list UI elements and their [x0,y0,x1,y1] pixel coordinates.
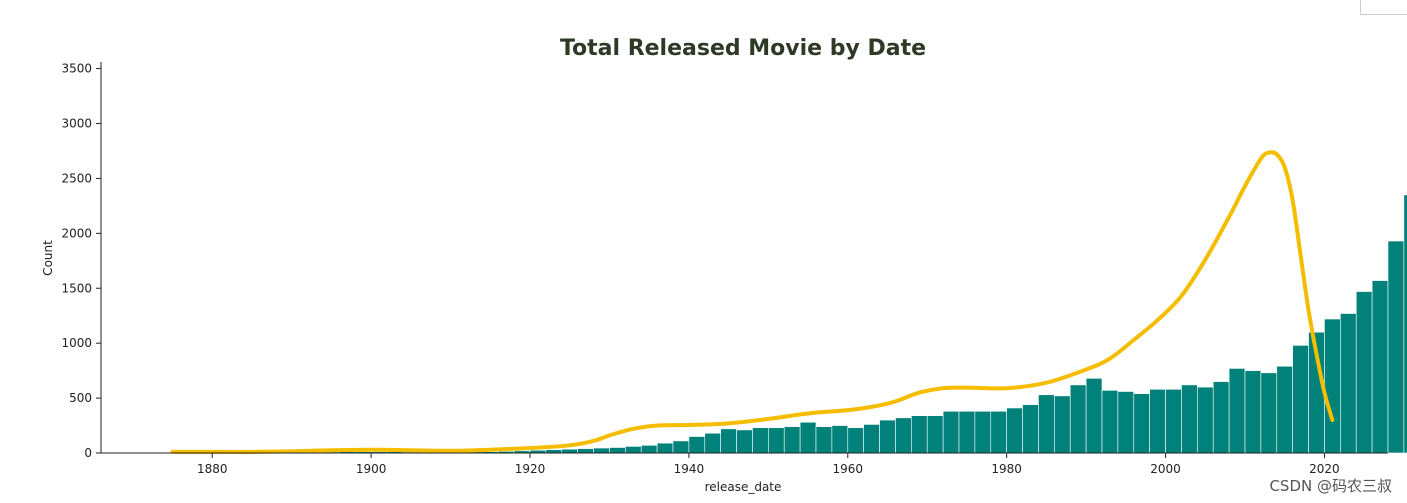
corner-frame [1360,0,1407,15]
histogram-bar [1260,372,1278,454]
histogram-bar [1197,386,1214,454]
histogram-bar [831,425,849,454]
histogram-bar [799,421,817,454]
histogram-bar [1371,280,1389,454]
histogram-bar [1403,194,1407,454]
histogram-bar [1117,391,1135,454]
histogram-bar [625,446,642,454]
x-tick-label: 1940 [674,462,705,476]
histogram-bar [561,448,578,454]
histogram-bar [990,410,1007,454]
histogram-bar [974,410,992,454]
histogram-bar [1133,393,1150,454]
histogram-bar [1069,384,1087,454]
histogram-bar [640,445,658,454]
x-ticks-group: 1880 1900 1920 1940 1960 1980 2000 2020 [197,453,1340,476]
y-tick-label: 0 [84,446,92,460]
histogram-bar [1022,404,1039,454]
histogram-bar [1165,388,1182,454]
histogram-bar [815,426,833,454]
histogram-bar [1387,240,1405,454]
x-tick-label: 2020 [1309,462,1340,476]
kde-curve [170,150,1335,454]
y-tick-label: 1000 [61,336,92,350]
x-tick-label: 1880 [197,462,228,476]
histogram-bar [942,410,960,454]
x-tick-label: 1900 [356,462,387,476]
x-tick-label: 2000 [1150,462,1181,476]
histogram-bar [593,447,610,454]
histogram-bar [1292,345,1309,454]
histogram-bar [688,436,706,454]
histogram-bar [1101,390,1119,454]
histogram-bar [1054,395,1071,454]
histogram-bar [1038,394,1055,454]
histogram-bar [1006,407,1023,454]
bars-group [164,194,1407,454]
histogram-bar [1340,313,1357,454]
y-tick-label: 2000 [61,226,92,240]
watermark-text: CSDN @码农三叔 [1269,477,1392,495]
histogram-bar [1212,381,1230,454]
histogram-bar [863,424,880,454]
histogram-bar [768,427,785,454]
histogram-bar [752,427,769,454]
histogram-bar [1085,378,1103,454]
histogram-bar [879,419,896,454]
histogram-bar [1244,370,1262,454]
histogram-bar [1228,368,1246,454]
histogram-bar [926,415,944,454]
y-tick-label: 2500 [61,171,92,185]
histogram-bar [1355,291,1373,454]
x-tick-label: 1980 [991,462,1022,476]
y-axis-label: Count [41,240,55,276]
histogram-bar [1181,384,1198,454]
histogram-bar [736,429,753,454]
histogram-bar [609,447,626,454]
histogram-bar [577,448,594,454]
x-axis-label: release_date [705,480,782,494]
histogram-bar [783,426,801,454]
y-tick-label: 500 [69,391,92,405]
histogram-bar [911,415,928,454]
histogram-bar [720,428,737,454]
y-tick-label: 1500 [61,281,92,295]
y-ticks-group: 0 500 1000 1500 2000 2500 3000 3500 [61,62,101,460]
histogram-bar [958,410,976,454]
x-tick-label: 1920 [515,462,546,476]
histogram-bar [704,432,721,454]
histogram-bar [656,442,674,454]
y-tick-label: 3500 [61,62,92,76]
histogram-bar [672,440,690,454]
histogram-bar [1276,365,1293,454]
histogram-bar [895,417,912,454]
x-tick-label: 1960 [833,462,864,476]
y-tick-label: 3000 [61,117,92,131]
chart-title: Total Released Movie by Date [560,36,926,61]
histogram-bar [847,427,864,454]
histogram-bar [1324,318,1341,454]
histogram-bar [1149,388,1166,454]
